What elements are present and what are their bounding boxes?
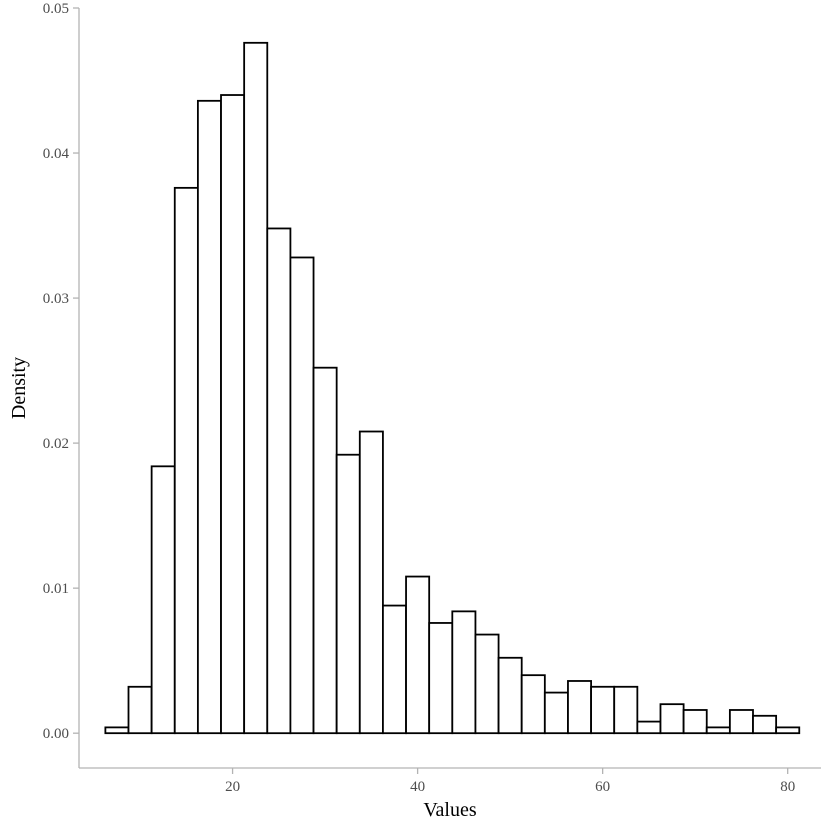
histogram-bar-13 — [405, 575, 431, 735]
histogram-bar-23 — [636, 720, 662, 735]
y-tick-label: 0.03 — [43, 291, 69, 307]
y-tick-label: 0.05 — [43, 1, 69, 17]
x-axis-title: Values — [423, 799, 477, 821]
histogram-bar-28 — [752, 714, 778, 735]
histogram-bar-0 — [104, 726, 130, 735]
histogram-bar-5 — [220, 94, 246, 735]
y-tick-label: 0.02 — [43, 436, 69, 452]
x-tick-label: 40 — [410, 779, 425, 795]
x-tick-label: 80 — [780, 779, 795, 795]
histogram-bar-19 — [543, 691, 569, 735]
y-tick-label: 0.00 — [43, 726, 69, 742]
histogram-bar-15 — [451, 610, 477, 735]
x-tick-label: 60 — [595, 779, 610, 795]
histogram-bar-29 — [775, 726, 801, 735]
histogram-bar-14 — [428, 622, 454, 735]
histogram-bar-25 — [682, 709, 708, 735]
histogram-bar-1 — [127, 685, 153, 735]
histogram-bar-18 — [520, 674, 546, 735]
histogram-bar-4 — [196, 99, 222, 735]
histogram-bar-22 — [613, 685, 639, 735]
y-axis-title: Density — [8, 357, 30, 419]
y-tick-label: 0.01 — [43, 581, 69, 597]
histogram-bar-11 — [358, 430, 384, 735]
x-axis-ticks: 20 40 60 80 — [225, 768, 795, 795]
histogram-bar-27 — [728, 709, 754, 735]
histogram-bars — [104, 41, 801, 735]
histogram-bar-7 — [266, 227, 292, 735]
histogram-bar-12 — [382, 604, 407, 735]
histogram-bar-6 — [243, 41, 269, 735]
histogram-bar-8 — [289, 256, 315, 735]
histogram-bar-16 — [474, 633, 500, 735]
histogram-bar-20 — [567, 680, 592, 735]
histogram-bar-2 — [150, 465, 176, 735]
histogram-bar-10 — [335, 453, 361, 735]
histogram-bar-24 — [659, 703, 685, 735]
histogram-bar-3 — [173, 186, 199, 735]
x-tick-label: 20 — [225, 779, 240, 795]
histogram-bar-21 — [590, 685, 616, 735]
y-axis-ticks: 0.00 0.01 0.02 0.03 0.04 0.05 — [43, 1, 79, 742]
histogram-bar-17 — [497, 656, 523, 735]
histogram-bar-9 — [312, 366, 338, 735]
y-tick-label: 0.04 — [43, 146, 70, 162]
histogram-bar-26 — [705, 726, 731, 735]
